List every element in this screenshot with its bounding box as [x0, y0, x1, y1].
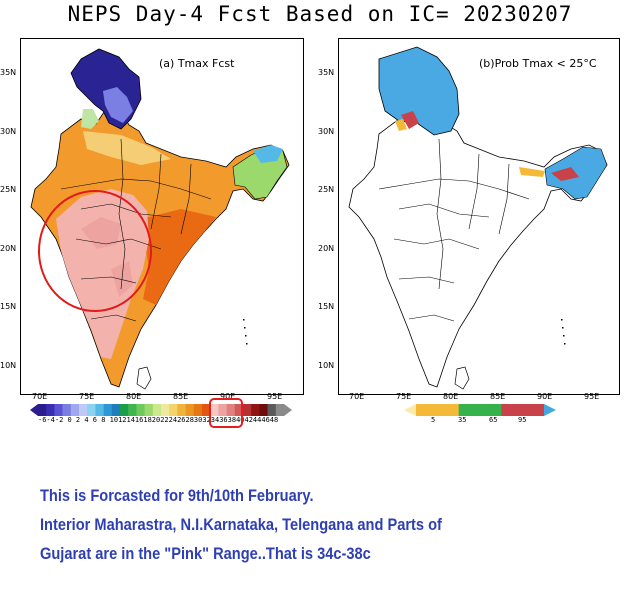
colorbar-a-segment: [161, 404, 170, 416]
andaman-islands: [243, 319, 248, 345]
lat-label: 20N: [0, 244, 17, 253]
colorbar-b-segment: [416, 404, 459, 416]
colorbar-a-segment: [185, 404, 195, 416]
lat-label: 25N: [318, 185, 335, 194]
tmax-forecast-map: (a) Tmax Fcst: [20, 38, 304, 395]
colorbar-b-segment: [501, 404, 545, 416]
colorbar-a-segment: [87, 404, 96, 416]
colorbar-b-max-arrow: [544, 404, 556, 416]
colorbar-a-segment: [275, 404, 285, 416]
highlight-circle: [38, 190, 152, 312]
figure-title: NEPS Day-4 Fcst Based on IC= 20230207: [67, 2, 573, 26]
lat-label: 30N: [318, 127, 335, 136]
colorbar-a-segment: [111, 404, 121, 416]
colorbar-b-min-arrow: [404, 404, 416, 416]
colorbar-a-segment: [70, 404, 80, 416]
tmax-colorbar: [30, 404, 292, 416]
colorbar-a-segment: [136, 404, 145, 416]
lon-label: 70E: [32, 392, 48, 401]
lon-label: 90E: [220, 392, 236, 401]
lat-label: 30N: [0, 127, 17, 136]
prob-label-35: 35: [458, 416, 467, 424]
annotation-line-3: Gujarat are in the "Pink" Range..That is…: [40, 544, 371, 563]
panel-b-label: (b)Prob Tmax < 25°C: [477, 57, 599, 70]
prob-label-65: 65: [489, 416, 498, 424]
prob-map-graphic: [348, 46, 608, 390]
colorbar-a-segment: [128, 404, 137, 416]
lon-label: 95E: [584, 392, 600, 401]
colorbar-a-segment: [54, 404, 63, 416]
colorbar-a-segment: [79, 404, 88, 416]
colorbar-a-segment: [251, 404, 260, 416]
colorbar-a-segment: [120, 404, 129, 416]
lat-label: 15N: [0, 302, 17, 311]
colorbar-b-segment: [458, 404, 502, 416]
lon-label: 90E: [537, 392, 553, 401]
lat-label: 15N: [318, 302, 335, 311]
lat-label: 35N: [318, 68, 335, 77]
pink-34-38c-region: [56, 189, 149, 359]
colorbar-a-segment: [152, 404, 162, 416]
lon-label: 75E: [79, 392, 95, 401]
lat-label: 25N: [0, 185, 17, 194]
probability-map: (b)Prob Tmax < 25°C: [338, 38, 620, 395]
colorbar-a-segment: [243, 404, 252, 416]
prob-label-5: 5: [431, 416, 436, 424]
colorbar-a-max-arrow: [284, 404, 292, 416]
colorbar-a-segment: [218, 404, 227, 416]
warm-south-east: [141, 209, 216, 305]
lon-label: 85E: [490, 392, 506, 401]
colorbar-a-segment: [95, 404, 104, 416]
lon-label: 85E: [173, 392, 189, 401]
colorbar-a-segment: [103, 404, 113, 416]
lat-label: 20N: [318, 244, 335, 253]
colorbar-a-segment: [234, 404, 244, 416]
lat-label: 10N: [0, 361, 17, 370]
state-boundaries: [60, 138, 212, 322]
annotation-line-2: Interior Maharastra, N.I.Karnataka, Tele…: [40, 515, 442, 534]
colorbar-highlight-box: [209, 398, 243, 428]
colorbar-a-segment: [202, 404, 211, 416]
colorbar-a-segment: [177, 404, 186, 416]
lon-label: 80E: [443, 392, 459, 401]
colorbar-a-segment: [210, 404, 219, 416]
lon-label: 80E: [126, 392, 142, 401]
northeast-high-prob: [544, 146, 608, 200]
colorbar-a-segment: [46, 404, 55, 416]
sri-lanka: [136, 366, 152, 390]
colorbar-a-segment: [169, 404, 178, 416]
colorbar-a-segment: [144, 404, 154, 416]
india-outline: [348, 108, 608, 388]
colorbar-a-min-arrow: [30, 404, 38, 416]
colorbar-a-segment: [226, 404, 236, 416]
panel-a-label: (a) Tmax Fcst: [157, 57, 237, 70]
colorbar-a-segment: [38, 404, 47, 416]
lon-label: 95E: [267, 392, 283, 401]
lon-label: 70E: [349, 392, 365, 401]
colorbar-a-segment: [259, 404, 268, 416]
north-high-prob: [378, 46, 460, 136]
tmax-map-graphic: [30, 48, 290, 390]
tmax-colorbar-labels: -6-4-2 0 2 4 6 8 10121416182022242628303…: [38, 416, 279, 424]
prob-colorbar: [404, 404, 556, 416]
lat-label: 35N: [0, 68, 17, 77]
prob-label-95: 95: [518, 416, 527, 424]
lon-label: 75E: [396, 392, 412, 401]
colorbar-a-segment: [193, 404, 203, 416]
lat-label: 10N: [318, 361, 335, 370]
colorbar-a-segment: [267, 404, 277, 416]
colorbar-a-segment: [62, 404, 72, 416]
kashmir-cold-region: [70, 48, 142, 130]
annotation-line-1: This is Forcasted for 9th/10th February.: [40, 486, 314, 505]
